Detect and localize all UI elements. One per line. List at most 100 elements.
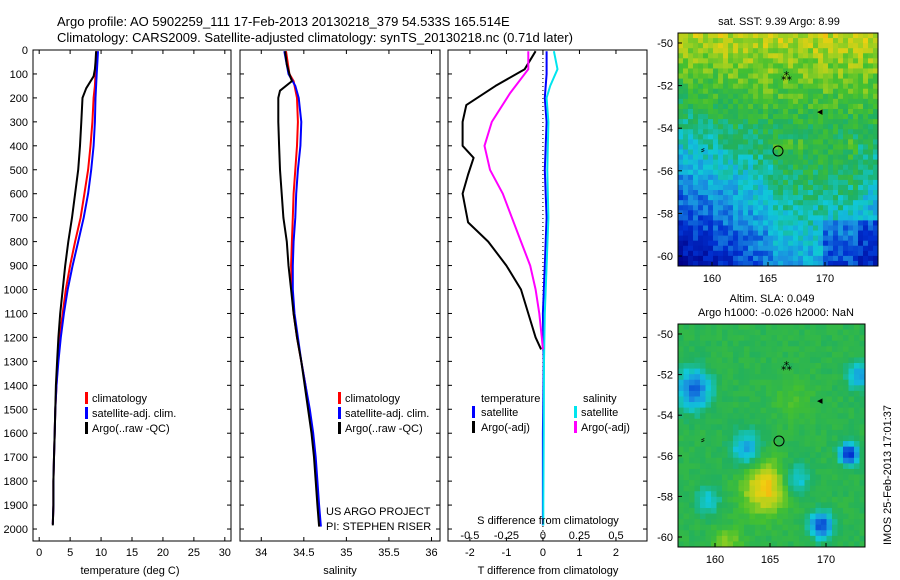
sst-cell: [753, 235, 759, 242]
sst-cell: [848, 134, 854, 140]
sst-cell: [693, 124, 699, 130]
sla-cell: [733, 385, 739, 392]
sst-cell: [808, 93, 814, 100]
sla-cell: [705, 379, 712, 386]
sst-cell: [748, 98, 754, 105]
sst-cell: [728, 108, 734, 115]
sla-cell: [799, 402, 805, 409]
sla-cell: [766, 480, 772, 487]
sst-cell: [873, 179, 879, 186]
sst-cell: [723, 225, 729, 231]
sst-cell: [768, 144, 774, 150]
sst-cell: [678, 63, 684, 69]
sla-cell: [804, 429, 811, 436]
sla-cell: [771, 407, 778, 414]
sst-cell: [848, 108, 854, 115]
sst-cell: [733, 240, 739, 247]
sla-cell: [683, 474, 690, 481]
sla-cell: [854, 519, 860, 526]
sla-cell: [782, 468, 789, 475]
sla-cell: [804, 379, 811, 386]
sst-cell: [868, 98, 874, 105]
sst-cell: [788, 200, 794, 206]
sla-cell: [678, 346, 684, 353]
sla-cell: [738, 519, 745, 526]
sst-cell: [803, 129, 809, 135]
sst-cell: [828, 38, 834, 44]
sla-cell: [843, 396, 849, 403]
sst-cell: [723, 250, 729, 257]
sst-cell: [738, 220, 744, 226]
sst-cell: [828, 119, 834, 125]
sla-cell: [799, 435, 805, 442]
sst-cell: [853, 245, 859, 252]
sst-cell: [813, 245, 819, 252]
sst-cell: [803, 250, 809, 257]
sla-cell: [705, 446, 712, 453]
sst-cell: [848, 230, 854, 237]
sst-cell: [733, 205, 739, 211]
sla-cell: [694, 535, 701, 542]
sla-cell: [744, 368, 750, 375]
sst-cell: [783, 164, 789, 171]
sst-cell: [718, 63, 724, 69]
sst-cell: [693, 154, 699, 161]
sst-cell: [773, 179, 779, 186]
sst-cell: [753, 53, 759, 59]
sla-cell: [744, 346, 750, 353]
sla-cell: [705, 335, 712, 342]
sst-cell: [848, 33, 854, 39]
project-annotation: US ARGO PROJECT: [326, 506, 431, 518]
sla-cell: [777, 435, 783, 442]
sst-cell: [718, 210, 724, 216]
sst-cell: [838, 103, 844, 110]
sst-cell: [758, 124, 764, 130]
sla-cell: [859, 429, 866, 436]
sla-cell: [760, 468, 767, 475]
sst-cell: [813, 63, 819, 69]
sla-cell: [859, 530, 866, 537]
sst-cell: [843, 220, 849, 226]
sst-cell: [843, 83, 849, 90]
sst-cell: [728, 73, 734, 79]
sst-cell: [758, 108, 764, 115]
sst-cell: [758, 88, 764, 95]
sla-cell: [854, 452, 860, 459]
sla-cell: [788, 402, 794, 409]
sst-cell: [858, 119, 864, 125]
sla-cell: [722, 491, 728, 498]
sst-cell: [788, 169, 794, 176]
sst-cell: [683, 174, 689, 181]
sla-cell: [678, 340, 684, 347]
sla-cell: [843, 429, 849, 436]
sst-cell: [703, 159, 709, 166]
sst-cell: [678, 103, 684, 110]
sla-cell: [777, 541, 783, 548]
sst-cell: [873, 205, 879, 211]
sla-cell: [744, 385, 750, 392]
sla-cell: [832, 519, 838, 526]
sst-cell: [853, 154, 859, 161]
sla-cell: [678, 363, 684, 369]
sst-cell: [858, 129, 864, 135]
sst-cell: [683, 68, 689, 74]
sla-cell: [705, 385, 712, 392]
sst-cell: [783, 78, 789, 85]
sla-cell: [799, 413, 805, 420]
sla-cell: [859, 496, 866, 503]
sst-cell: [728, 33, 734, 39]
sla-cell: [733, 535, 739, 542]
sla-cell: [760, 329, 767, 336]
sst-cell: [833, 93, 839, 100]
sla-cell: [683, 530, 690, 537]
lon-tick-label: 170: [817, 554, 835, 566]
salinity-panel: 34 34.5 35 35.5 36 salinity climatology sate…: [239, 49, 441, 577]
sst-cell: [748, 38, 754, 44]
sst-cell: [678, 250, 684, 257]
sst-cell: [753, 210, 759, 216]
sla-cell: [854, 390, 860, 397]
sst-cell: [868, 149, 874, 155]
sst-cell: [678, 93, 684, 100]
sst-cell: [873, 93, 879, 100]
sst-cell: [803, 58, 809, 64]
